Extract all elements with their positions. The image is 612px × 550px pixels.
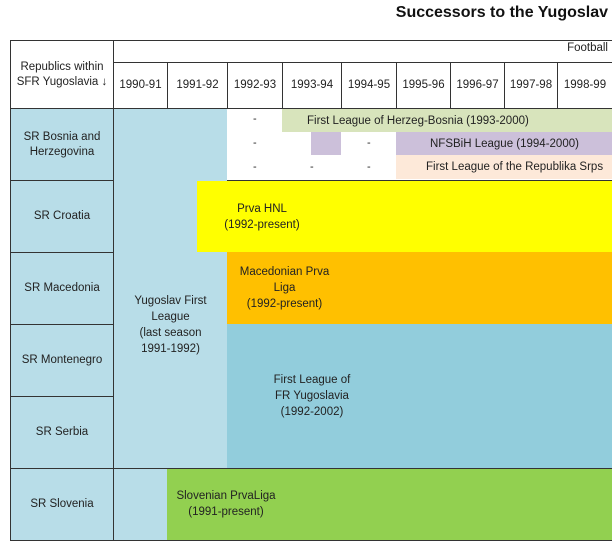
dash: - xyxy=(253,161,257,173)
slovenian-line2: (1991-present) xyxy=(188,506,264,518)
republic-bosnia-line2: Herzegovina xyxy=(29,145,95,158)
year-divider xyxy=(341,62,342,108)
republic-column-divider xyxy=(113,40,114,541)
year-header: 1994-95 xyxy=(347,79,391,91)
yugoslav-line4: 1991-1992) xyxy=(141,343,200,355)
year-divider xyxy=(450,62,451,108)
republic-bosnia: SR Bosnia and Herzegovina xyxy=(11,109,113,180)
yugoslav-line2: League xyxy=(151,311,190,323)
fr-yugoslavia-line1: First League of xyxy=(273,374,351,386)
nfsbih-band xyxy=(396,132,612,155)
year-header: 1993-94 xyxy=(290,79,334,91)
dash: - xyxy=(253,113,257,125)
year-header: 1997-98 xyxy=(509,79,553,91)
macedonian-line1: Macedonian Prva xyxy=(239,266,330,278)
header-bottom-line xyxy=(10,108,612,109)
macedonian-line2: Liga xyxy=(273,282,296,294)
year-header: 1995-96 xyxy=(402,79,445,91)
year-header: 1990-91 xyxy=(119,79,162,91)
corner-label: Republics within SFR Yugoslavia ↓ xyxy=(11,41,113,108)
year-header: 1996-97 xyxy=(456,79,499,91)
yugoslav-line1: Yugoslav First xyxy=(134,295,207,307)
fr-yugoslavia-band xyxy=(227,324,612,468)
republic-slovenia: SR Slovenia xyxy=(30,498,94,510)
row-divider xyxy=(10,468,114,469)
year-divider xyxy=(557,62,558,108)
dash: - xyxy=(367,161,371,173)
row-divider xyxy=(10,324,114,325)
row-divider xyxy=(10,180,114,181)
republika-srpska-label: First League of the Republika Srps xyxy=(426,161,604,173)
fr-yugoslavia-line3: (1992-2002) xyxy=(280,406,344,418)
republic-bosnia-line1: SR Bosnia and xyxy=(23,130,101,143)
year-header: 1991-92 xyxy=(176,79,219,91)
row-divider xyxy=(114,468,612,469)
header-divider xyxy=(114,62,612,63)
macedonian-line3: (1992-present) xyxy=(246,298,323,310)
republic-croatia: SR Croatia xyxy=(33,210,91,222)
herzeg-bosnia-band xyxy=(282,109,612,132)
republika-srpska-band xyxy=(396,155,612,179)
republic-macedonia: SR Macedonia xyxy=(24,282,100,294)
dash: - xyxy=(310,161,314,173)
year-divider xyxy=(167,62,168,108)
corner-label-line1: Republics within xyxy=(20,60,104,73)
yugoslav-first-league-label: Yugoslav First League (last season 1991-… xyxy=(114,280,227,370)
dash: - xyxy=(367,137,371,149)
republic-serbia: SR Serbia xyxy=(35,426,89,438)
year-header: 1998-99 xyxy=(563,79,607,91)
prva-hnl-line2: (1992-present) xyxy=(224,218,300,231)
slovenian-prvaliga-band xyxy=(167,468,612,540)
yugoslav-line3: (last season xyxy=(139,327,202,339)
year-divider xyxy=(227,62,228,108)
nfsbih-label: NFSBiH League (1994-2000) xyxy=(430,137,579,150)
fr-yugoslavia-label: First League of FR Yugoslavia (1992-2002… xyxy=(262,360,362,432)
macedonian-label: Macedonian Prva Liga (1992-present) xyxy=(232,252,337,324)
sport-label: Football xyxy=(567,42,608,54)
year-header: 1992-93 xyxy=(233,79,277,91)
macedonian-prva-liga-band xyxy=(227,252,612,324)
year-divider xyxy=(504,62,505,108)
slovenian-label: Slovenian PrvaLiga (1991-present) xyxy=(170,468,282,540)
year-divider xyxy=(396,62,397,108)
nfsbih-band-1993 xyxy=(311,132,341,155)
prva-hnl-label: Prva HNL (1992-present) xyxy=(212,181,312,252)
prva-hnl-band xyxy=(197,181,612,252)
year-divider xyxy=(282,62,283,108)
dash: - xyxy=(253,137,257,149)
row-divider xyxy=(227,180,612,181)
row-divider xyxy=(10,252,114,253)
corner-label-line2: SFR Yugoslavia ↓ xyxy=(16,75,108,88)
herzeg-bosnia-label: First League of Herzeg-Bosnia (1993-2000… xyxy=(307,114,529,127)
row-divider xyxy=(10,396,114,397)
prva-hnl-line1: Prva HNL xyxy=(237,202,287,215)
page-title: Successors to the Yugoslav xyxy=(395,4,608,21)
table-frame xyxy=(10,40,612,541)
republic-montenegro: SR Montenegro xyxy=(21,354,103,366)
slovenian-line1: Slovenian PrvaLiga xyxy=(176,490,276,502)
fr-yugoslavia-line2: FR Yugoslavia xyxy=(275,390,349,402)
